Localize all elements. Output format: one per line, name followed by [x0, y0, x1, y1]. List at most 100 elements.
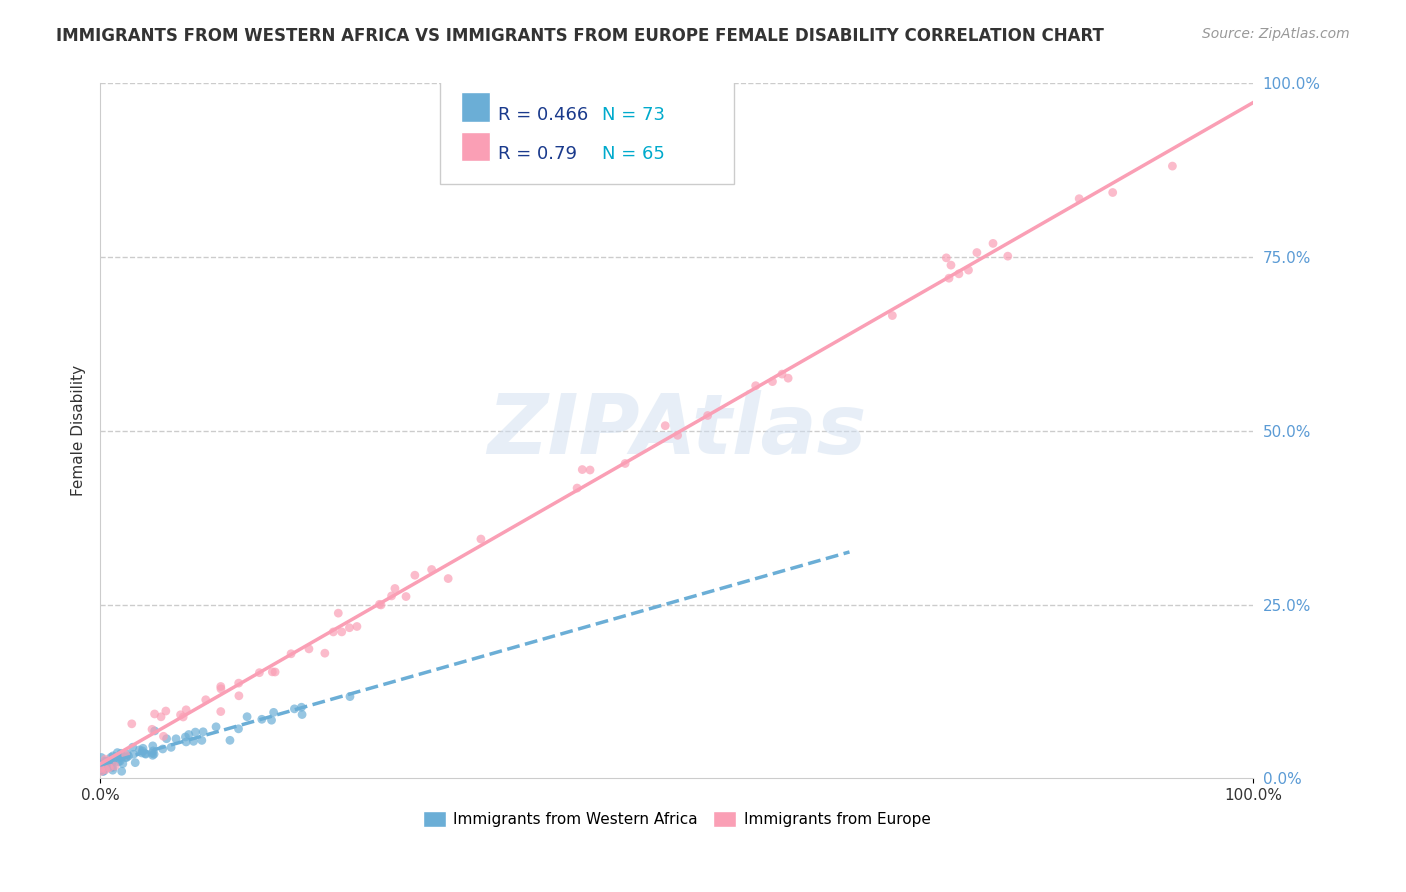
Point — [169, 707, 191, 722]
Point — [191, 724, 214, 739]
Point — [172, 710, 194, 724]
Point — [263, 706, 285, 720]
Point — [128, 743, 150, 757]
Point — [744, 378, 766, 392]
Point — [948, 267, 970, 281]
Point — [882, 309, 904, 323]
Point — [209, 680, 232, 694]
Point — [696, 409, 718, 423]
Point — [290, 700, 312, 714]
Point — [191, 733, 214, 747]
Point — [228, 689, 250, 703]
Point — [209, 705, 232, 719]
Point — [183, 734, 205, 748]
Point — [131, 744, 153, 758]
Point — [117, 749, 139, 764]
Point — [330, 624, 353, 639]
Point — [250, 712, 273, 726]
Point — [135, 747, 157, 761]
Point — [98, 756, 121, 770]
Point — [124, 756, 146, 770]
Point — [115, 747, 138, 761]
Point — [103, 752, 125, 766]
Point — [152, 729, 174, 743]
Point — [114, 747, 136, 762]
Point — [91, 764, 114, 779]
Y-axis label: Female Disability: Female Disability — [72, 365, 86, 496]
Point — [262, 665, 284, 679]
Point — [280, 647, 302, 661]
Point — [981, 236, 1004, 251]
Point — [368, 597, 391, 611]
Point — [101, 748, 124, 763]
Point — [94, 754, 117, 768]
Point — [101, 755, 124, 769]
Point — [298, 641, 321, 656]
Point — [93, 757, 115, 772]
Point — [205, 720, 228, 734]
Point — [997, 249, 1019, 263]
Point — [108, 750, 131, 764]
Point — [122, 747, 145, 762]
Point — [105, 746, 128, 760]
Point — [143, 706, 166, 721]
Point — [247, 665, 270, 680]
Point — [155, 731, 177, 746]
Point — [100, 760, 122, 774]
FancyBboxPatch shape — [461, 93, 489, 121]
Point — [437, 572, 460, 586]
Text: IMMIGRANTS FROM WESTERN AFRICA VS IMMIGRANTS FROM EUROPE FEMALE DISABILITY CORRE: IMMIGRANTS FROM WESTERN AFRICA VS IMMIGR… — [56, 27, 1104, 45]
Point — [101, 763, 124, 777]
Point — [111, 764, 134, 779]
Point — [121, 716, 143, 731]
Point — [384, 582, 406, 596]
Point — [114, 750, 136, 764]
Point — [93, 754, 115, 768]
Point — [264, 665, 287, 679]
Point — [93, 764, 115, 779]
Point — [89, 762, 111, 776]
Point — [101, 756, 124, 770]
Point — [260, 713, 283, 727]
Point — [228, 722, 250, 736]
Point — [142, 739, 165, 753]
Point — [314, 646, 336, 660]
Point — [184, 725, 207, 739]
Point — [579, 463, 602, 477]
Point — [98, 761, 121, 775]
Point — [91, 763, 114, 777]
Point — [935, 251, 957, 265]
Point — [134, 747, 156, 761]
Point — [90, 762, 112, 776]
Point — [111, 756, 134, 771]
Point — [654, 418, 676, 433]
Point — [770, 367, 793, 381]
Point — [141, 723, 163, 737]
Point — [470, 532, 492, 546]
Point — [98, 758, 121, 772]
Point — [90, 764, 112, 779]
Point — [174, 703, 197, 717]
Point — [160, 740, 183, 755]
Point — [94, 756, 117, 770]
Point — [761, 375, 783, 389]
Point — [194, 692, 217, 706]
Point — [155, 704, 177, 718]
Point — [90, 750, 112, 764]
Point — [143, 723, 166, 738]
Point — [91, 758, 114, 772]
Point — [174, 730, 197, 744]
Point — [121, 740, 143, 755]
Point — [107, 755, 129, 769]
Point — [339, 621, 361, 635]
Point — [97, 758, 120, 772]
Point — [100, 750, 122, 764]
Point — [209, 681, 232, 696]
Point — [283, 702, 305, 716]
FancyBboxPatch shape — [461, 132, 489, 161]
Point — [346, 619, 368, 633]
Point — [370, 598, 392, 612]
Point — [938, 271, 960, 285]
Point — [94, 763, 117, 777]
Point — [104, 759, 127, 773]
